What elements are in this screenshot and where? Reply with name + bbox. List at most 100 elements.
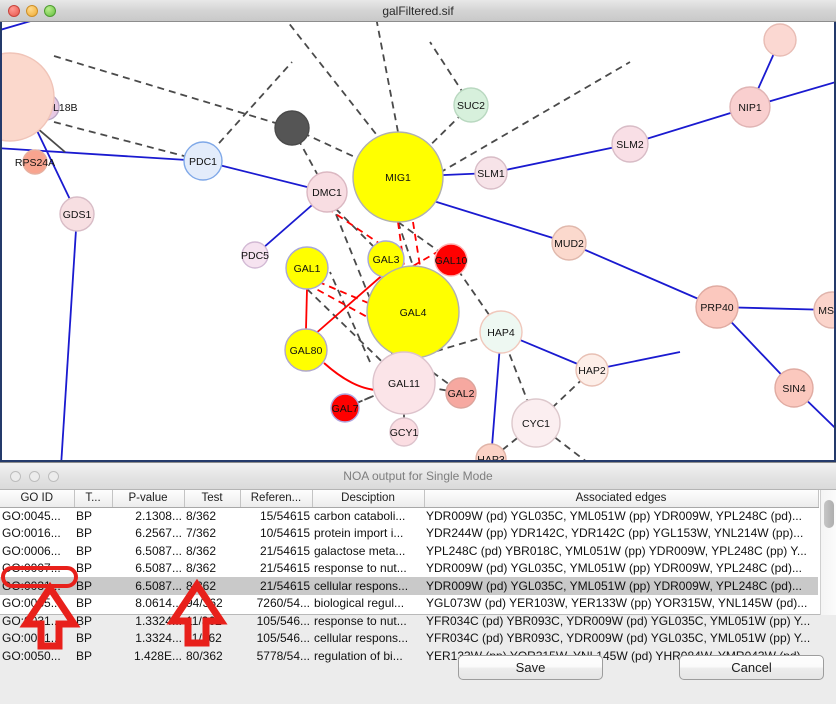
graph-node-nip1[interactable]: NIP1 <box>729 86 771 128</box>
network-window: galFiltered.sif RPL18B RPS24A GDS1 PDC1 PDC5… <box>0 0 836 462</box>
column-header-description[interactable]: Desciption <box>312 490 425 508</box>
table-row[interactable]: GO:0031... BP 6.5087... 8/362 21/54615 cellul… <box>0 577 818 595</box>
graph-node-hap2[interactable]: HAP2 <box>575 353 609 387</box>
graph-node-sin4[interactable]: SIN4 <box>774 368 814 408</box>
graph-node-gds1[interactable]: GDS1 <box>59 196 95 232</box>
node-circle[interactable] <box>434 243 468 277</box>
graph-node[interactable] <box>274 110 310 146</box>
node-circle[interactable] <box>479 310 523 354</box>
node-circle[interactable] <box>763 23 797 57</box>
scrollbar-thumb[interactable] <box>824 500 834 528</box>
graph-node-gal3[interactable]: GAL3 <box>367 240 405 278</box>
graph-node-slm2[interactable]: SLM2 <box>611 125 649 163</box>
node-circle[interactable] <box>0 52 55 142</box>
graph-node-rps24a[interactable]: RPS24A <box>15 149 55 175</box>
graph-node-suc2[interactable]: SUC2 <box>453 87 489 123</box>
node-label: MIG1 <box>385 172 411 184</box>
node-circle[interactable] <box>729 86 771 128</box>
node-circle[interactable] <box>813 291 836 329</box>
graph-node-gal7[interactable]: GAL7 <box>330 393 360 423</box>
cell-type: BP <box>76 648 93 663</box>
graph-node-mig1[interactable]: MIG1 <box>352 131 444 223</box>
node-circle[interactable] <box>284 328 328 372</box>
column-header-test[interactable]: Test <box>184 490 241 508</box>
table-row[interactable]: GO:0031... BP 1.3324... 11/362 105/546... cel… <box>0 630 818 648</box>
node-circle[interactable] <box>695 285 739 329</box>
graph-node-hap4[interactable]: HAP4 <box>479 310 523 354</box>
node-circle[interactable] <box>445 377 477 409</box>
graph-node[interactable] <box>0 52 55 142</box>
node-circle[interactable] <box>372 351 436 415</box>
graph-node-gal10[interactable]: GAL10 <box>434 243 468 277</box>
graph-node-gcy1[interactable]: GCY1 <box>389 417 419 447</box>
node-circle[interactable] <box>352 131 444 223</box>
column-header-reference[interactable]: Referen... <box>240 490 313 508</box>
column-header-go-id[interactable]: GO ID <box>0 490 75 508</box>
node-circle[interactable] <box>59 196 95 232</box>
node-circle[interactable] <box>453 87 489 123</box>
node-circle[interactable] <box>511 398 561 448</box>
graph-edge <box>305 288 308 330</box>
cell-associated-edges: YDR009W (pd) YGL035C, YML051W (pp) YDR00… <box>424 577 818 595</box>
noa-close-button[interactable] <box>10 471 21 482</box>
window-titlebar[interactable]: galFiltered.sif <box>0 0 836 22</box>
zoom-button[interactable] <box>44 5 56 17</box>
cell-go-id: GO:0016... <box>2 526 61 541</box>
cell-p-value: 1.3324... <box>135 613 182 628</box>
minimize-button[interactable] <box>26 5 38 17</box>
graph-node-prp40[interactable]: PRP40 <box>695 285 739 329</box>
node-circle[interactable] <box>241 241 269 269</box>
cell-reference: 5778/54... <box>256 648 310 663</box>
table-row[interactable]: GO:0031... BP 1.3324... 11/362 105/546... res… <box>0 612 818 630</box>
node-circle[interactable] <box>285 246 329 290</box>
graph-edge <box>397 61 631 198</box>
graph-node-hap3[interactable]: HAP3 <box>475 443 507 462</box>
node-circle[interactable] <box>274 110 310 146</box>
column-header-type[interactable]: T... <box>74 490 113 508</box>
graph-node-cyc1[interactable]: CYC1 <box>511 398 561 448</box>
table-row[interactable]: GO:0016... BP 6.2567... 7/362 10/54615 protei… <box>0 525 818 543</box>
graph-node-gal4[interactable]: GAL4 <box>366 265 460 359</box>
vertical-scrollbar[interactable] <box>820 490 836 615</box>
graph-node-gal2[interactable]: GAL2 <box>445 377 477 409</box>
node-circle[interactable] <box>389 417 419 447</box>
save-button[interactable]: Save <box>458 655 603 680</box>
node-circle[interactable] <box>183 141 223 181</box>
cancel-button[interactable]: Cancel <box>679 655 824 680</box>
noa-minimize-button[interactable] <box>29 471 40 482</box>
go-results-table-container[interactable]: GO ID T... P-value Test Referen... Desci… <box>0 490 836 663</box>
graph-node-mud2[interactable]: MUD2 <box>551 225 587 261</box>
graph-node[interactable] <box>763 23 797 57</box>
table-row[interactable]: GO:0065... BP 8.0614... 94/362 7260/54... bio… <box>0 595 818 613</box>
graph-node-gal1[interactable]: GAL1 <box>285 246 329 290</box>
graph-node-gal80[interactable]: GAL80 <box>284 328 328 372</box>
graph-node-pdc5[interactable]: PDC5 <box>241 241 269 269</box>
node-circle[interactable] <box>551 225 587 261</box>
graph-node-pdc1[interactable]: PDC1 <box>183 141 223 181</box>
cell-p-value: 6.5087... <box>135 543 182 558</box>
column-header-p-value[interactable]: P-value <box>112 490 185 508</box>
graph-node-gal11[interactable]: GAL11 <box>372 351 436 415</box>
node-circle[interactable] <box>774 368 814 408</box>
graph-node-msl5[interactable]: MSL5 <box>813 291 836 329</box>
close-button[interactable] <box>8 5 20 17</box>
graph-node-slm1[interactable]: SLM1 <box>474 156 508 190</box>
table-row[interactable]: GO:0006... BP 6.5087... 8/362 21/54615 galact… <box>0 542 818 560</box>
table-row[interactable]: GO:0045... BP 2.1308... 8/362 15/54615 carbon… <box>0 507 818 525</box>
node-circle[interactable] <box>474 156 508 190</box>
table-row[interactable]: GO:0007... BP 6.5087... 8/362 21/54615 respon… <box>0 560 818 578</box>
noa-titlebar[interactable]: NOA output for Single Mode <box>0 463 836 490</box>
node-circle[interactable] <box>330 393 360 423</box>
graph-node-dmc1[interactable]: DMC1 <box>306 171 348 213</box>
node-circle[interactable] <box>306 171 348 213</box>
network-canvas[interactable]: RPL18B RPS24A GDS1 PDC1 PDC5 DMC1 SUC2 MIG1 SLM1… <box>0 22 836 462</box>
node-circle[interactable] <box>475 443 507 462</box>
node-circle[interactable] <box>575 353 609 387</box>
node-label: SIN4 <box>782 383 806 395</box>
node-circle[interactable] <box>22 149 48 175</box>
noa-zoom-button[interactable] <box>48 471 59 482</box>
column-header-associated-edges[interactable]: Associated edges <box>424 490 819 508</box>
node-circle[interactable] <box>611 125 649 163</box>
cell-description: galactose meta... <box>314 543 406 558</box>
